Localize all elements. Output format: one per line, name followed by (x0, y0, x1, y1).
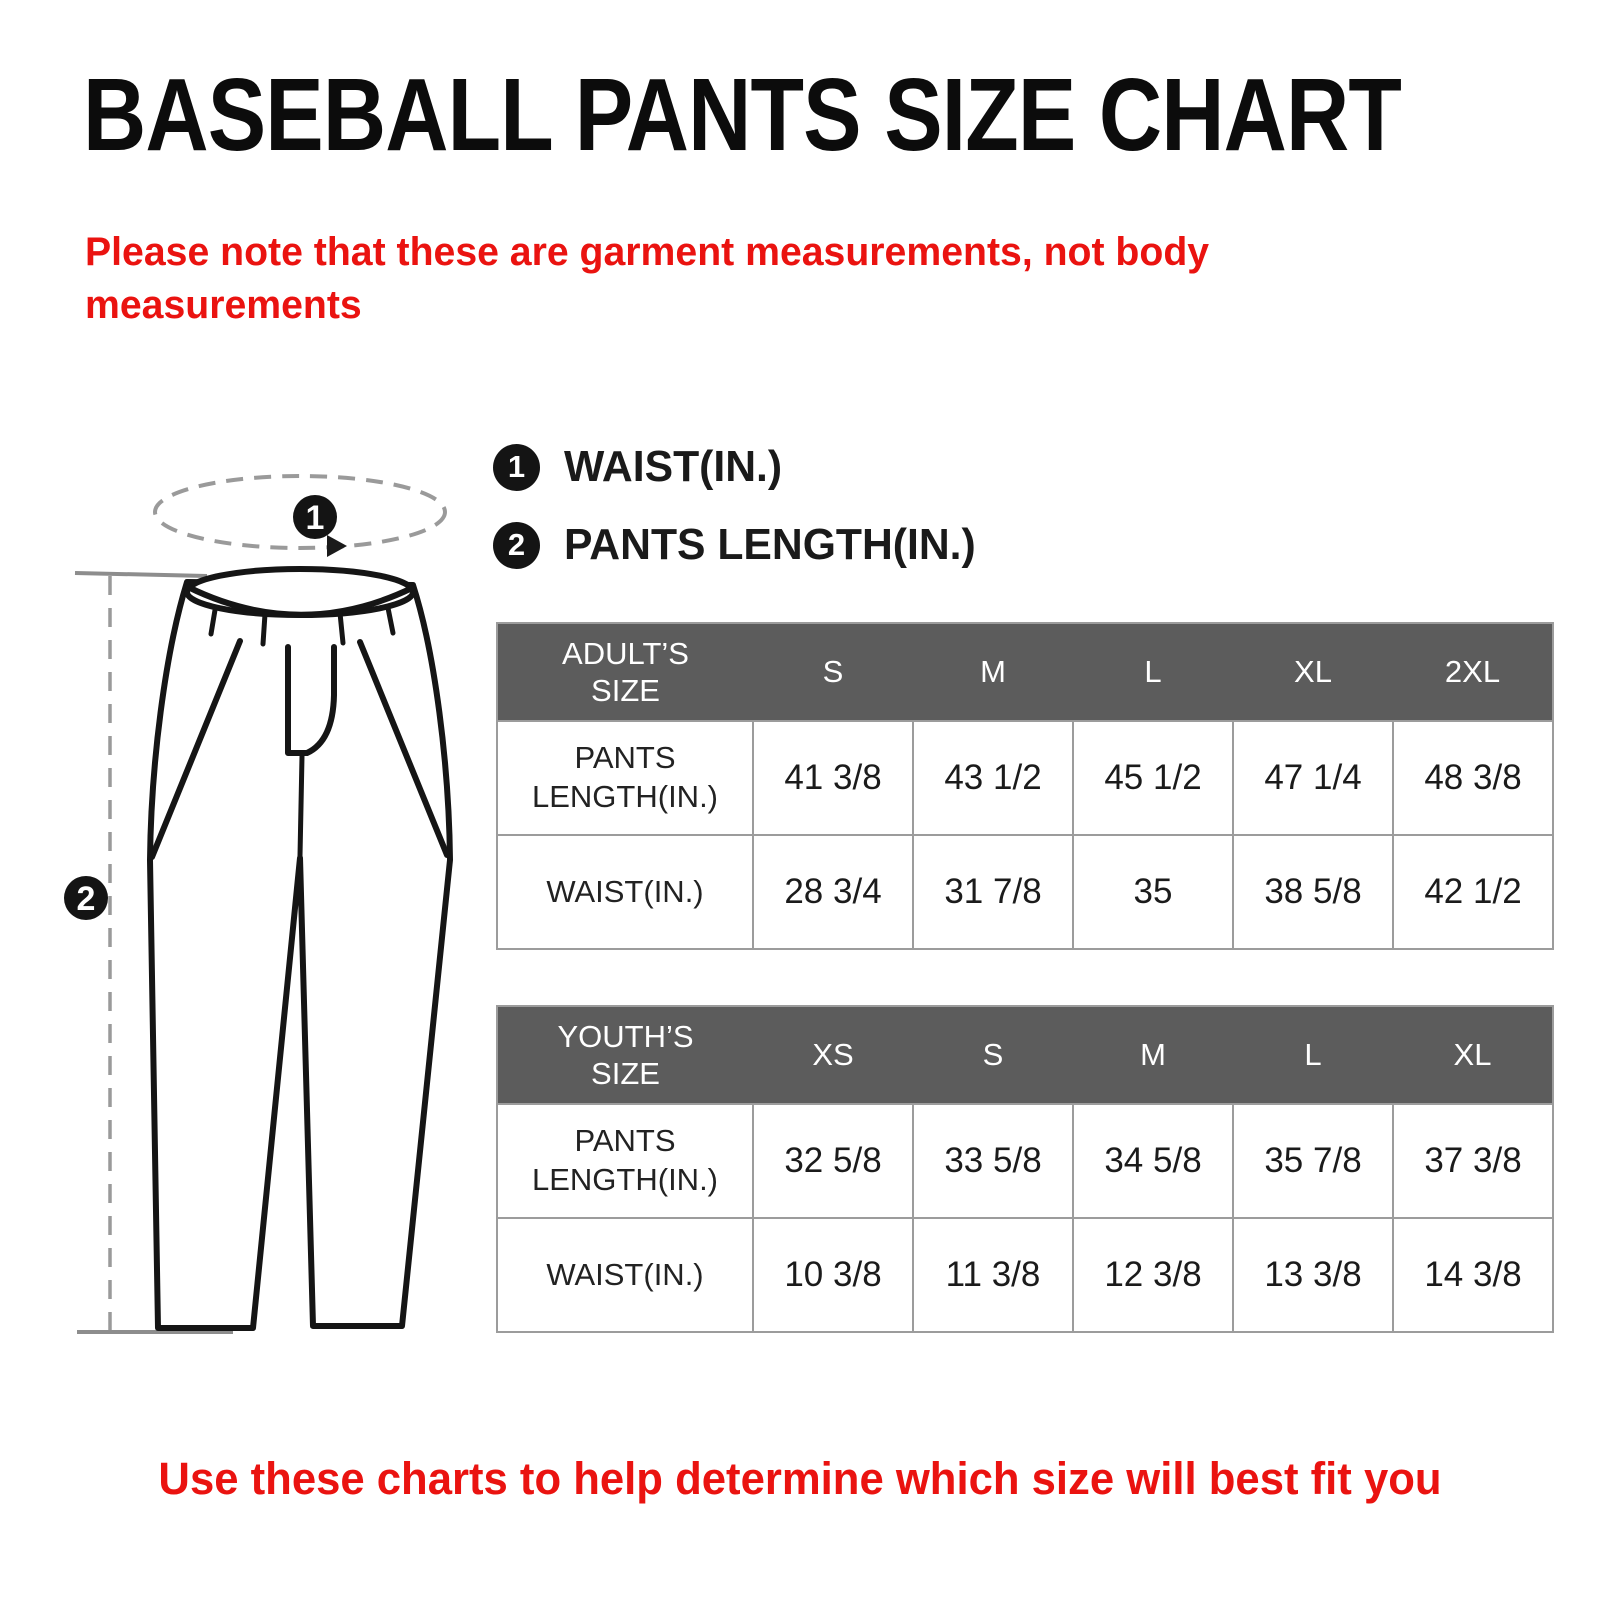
size-column-header: M (1073, 1006, 1233, 1104)
size-value-cell: 38 5/8 (1232, 834, 1394, 950)
size-table-header-row: YOUTH’S SIZE XS S M L XL (497, 1006, 1553, 1104)
table-row: PANTS LENGTH(IN.) 41 3/8 43 1/2 45 1/2 47 1/… (496, 720, 1554, 836)
size-value-cell: 41 3/8 (752, 720, 914, 836)
adult-size-table: ADULT’S SIZE S M L XL 2XL PANTS LENGTH(IN.) 41 … (496, 622, 1554, 950)
marker-1-badge: 1 (293, 495, 337, 539)
size-value-cell: 32 5/8 (752, 1103, 914, 1219)
measurement-legend: 1 WAIST(IN.) 2 PANTS LENGTH(IN.) (493, 442, 989, 598)
youth-size-table: YOUTH’S SIZE XS S M L XL PANTS LENGTH(IN.) 32 5… (496, 1005, 1554, 1333)
svg-text:2: 2 (77, 880, 96, 918)
size-value-cell: 12 3/8 (1072, 1217, 1234, 1333)
table-corner-label: ADULT’S SIZE (497, 623, 753, 721)
row-label: WAIST(IN.) (496, 1217, 754, 1333)
svg-text:1: 1 (306, 499, 325, 537)
legend-item-pants-length: 2 PANTS LENGTH(IN.) (493, 520, 989, 570)
length-guide-top-line (74, 571, 208, 578)
row-label: WAIST(IN.) (496, 834, 754, 950)
size-value-cell: 10 3/8 (752, 1217, 914, 1333)
legend-item-waist: 1 WAIST(IN.) (493, 442, 989, 492)
marker-2-badge: 2 (64, 876, 108, 920)
size-value-cell: 35 7/8 (1232, 1103, 1394, 1219)
legend-1-badge: 1 (493, 443, 540, 491)
size-value-cell: 31 7/8 (912, 834, 1074, 950)
size-column-header: XL (1233, 623, 1393, 721)
footer-note: Use these charts to help determine which… (158, 1453, 1442, 1504)
page-title: BASEBALL PANTS SIZE CHART (83, 57, 1402, 172)
legend-waist-label: WAIST(IN.) (564, 442, 783, 491)
table-row: WAIST(IN.) 28 3/4 31 7/8 35 38 5/8 42 1/2 (496, 834, 1554, 950)
pants-diagram: 1 2 (64, 474, 453, 1334)
size-column-header: XL (1393, 1006, 1553, 1104)
size-value-cell: 48 3/8 (1392, 720, 1554, 836)
size-column-header: S (913, 1006, 1073, 1104)
size-value-cell: 14 3/8 (1392, 1217, 1554, 1333)
size-value-cell: 45 1/2 (1072, 720, 1234, 836)
size-column-header: L (1233, 1006, 1393, 1104)
size-value-cell: 47 1/4 (1232, 720, 1394, 836)
size-column-header: 2XL (1393, 623, 1553, 721)
waist-measure-ellipse (153, 474, 447, 550)
garment-measurement-note: Please note that these are garment measu… (85, 230, 1210, 328)
size-value-cell: 42 1/2 (1392, 834, 1554, 950)
size-column-header: S (753, 623, 913, 721)
size-value-cell: 43 1/2 (912, 720, 1074, 836)
waist-measure-arrow (327, 535, 347, 557)
size-table-header-row: ADULT’S SIZE S M L XL 2XL (497, 623, 1553, 721)
size-value-cell: 28 3/4 (752, 834, 914, 950)
pants-outline (147, 566, 453, 1331)
legend-pants-length-label: PANTS LENGTH(IN.) (564, 520, 976, 569)
size-value-cell: 11 3/8 (912, 1217, 1074, 1333)
size-value-cell: 35 (1072, 834, 1234, 950)
size-column-header: XS (753, 1006, 913, 1104)
table-row: PANTS LENGTH(IN.) 32 5/8 33 5/8 34 5/8 35 7/… (496, 1103, 1554, 1219)
table-row: WAIST(IN.) 10 3/8 11 3/8 12 3/8 13 3/8 14 3/8 (496, 1217, 1554, 1333)
size-value-cell: 37 3/8 (1392, 1103, 1554, 1219)
size-value-cell: 34 5/8 (1072, 1103, 1234, 1219)
size-value-cell: 13 3/8 (1232, 1217, 1394, 1333)
size-column-header: L (1073, 623, 1233, 721)
size-column-header: M (913, 623, 1073, 721)
row-label: PANTS LENGTH(IN.) (496, 720, 754, 836)
legend-2-badge: 2 (493, 521, 540, 569)
row-label: PANTS LENGTH(IN.) (496, 1103, 754, 1219)
table-corner-label: YOUTH’S SIZE (497, 1006, 753, 1104)
size-value-cell: 33 5/8 (912, 1103, 1074, 1219)
